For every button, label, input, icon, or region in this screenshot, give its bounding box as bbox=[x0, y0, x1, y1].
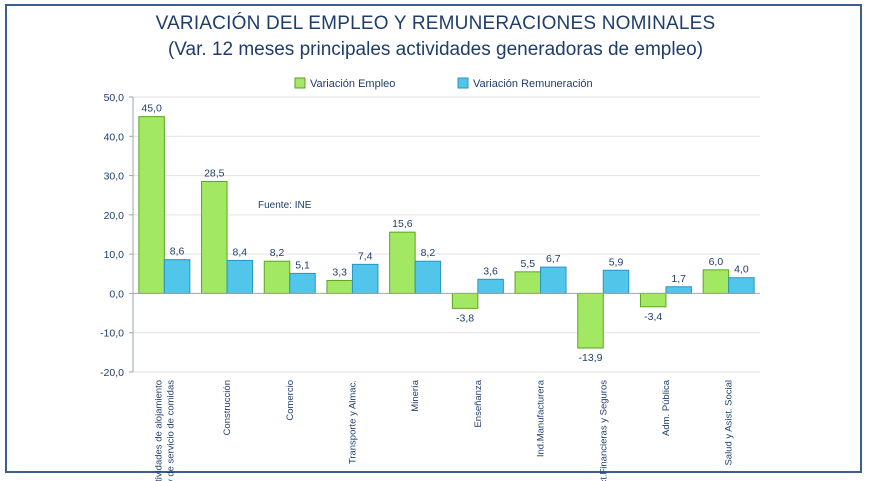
category-label: Act.Financieras y Seguros bbox=[598, 380, 609, 481]
category-label: Salud y Asist. Social bbox=[724, 380, 735, 466]
category-label: Actividades de alojamiento bbox=[153, 380, 164, 481]
data-label: 3,6 bbox=[483, 265, 498, 277]
y-tick-label: 10,0 bbox=[104, 249, 125, 261]
legend-swatch bbox=[457, 77, 469, 89]
data-label: 6,0 bbox=[709, 256, 724, 268]
data-label: 45,0 bbox=[141, 103, 162, 115]
bar bbox=[226, 259, 254, 294]
chart-subtitle: (Var. 12 meses principales actividades g… bbox=[167, 39, 704, 60]
data-label: 6,7 bbox=[546, 253, 561, 265]
y-tick-label: -10,0 bbox=[100, 328, 124, 340]
category-label: Construcción bbox=[222, 380, 233, 435]
category-label: Enseñanza bbox=[473, 379, 484, 427]
legend-swatch bbox=[294, 77, 306, 89]
bar bbox=[263, 260, 291, 294]
data-label: 8,4 bbox=[232, 246, 247, 258]
bar bbox=[414, 260, 442, 294]
category-label: Minería bbox=[410, 379, 421, 411]
bar bbox=[163, 259, 191, 294]
data-label: 4,0 bbox=[734, 264, 749, 276]
data-label: 28,5 bbox=[204, 167, 225, 179]
bar bbox=[514, 271, 542, 294]
data-label: 5,9 bbox=[609, 256, 624, 268]
data-label: 1,7 bbox=[671, 273, 686, 285]
data-label: 5,5 bbox=[520, 258, 535, 270]
legend-label: Variación Remuneración bbox=[473, 78, 593, 90]
data-label: 8,2 bbox=[421, 247, 436, 259]
y-tick-label: 50,0 bbox=[104, 92, 125, 104]
data-label: 15,6 bbox=[392, 218, 413, 230]
legend-label: Variación Empleo bbox=[310, 78, 395, 90]
bar bbox=[665, 286, 692, 294]
data-label: -3,8 bbox=[456, 312, 474, 324]
y-tick-label: 40,0 bbox=[104, 131, 125, 143]
bar bbox=[577, 292, 604, 349]
data-label: 5,1 bbox=[295, 259, 310, 271]
bar bbox=[351, 263, 379, 294]
bar bbox=[138, 116, 165, 294]
data-label: 8,2 bbox=[270, 247, 285, 259]
bar bbox=[389, 231, 416, 294]
data-label: 3,3 bbox=[332, 266, 347, 278]
y-tick-label: 0,0 bbox=[109, 288, 124, 300]
category-label: Transporte y Almac. bbox=[347, 380, 358, 464]
bar bbox=[702, 269, 730, 294]
bar bbox=[540, 266, 567, 294]
category-label: y de servicio de comidas bbox=[165, 380, 176, 481]
data-label: 7,4 bbox=[358, 250, 373, 262]
data-label: 8,6 bbox=[170, 246, 185, 258]
chart-title: VARIACIÓN DEL EMPLEO Y REMUNERACIONES NO… bbox=[155, 13, 716, 34]
bar bbox=[289, 272, 316, 294]
bar bbox=[477, 278, 504, 294]
bar bbox=[728, 277, 755, 294]
bar bbox=[639, 292, 667, 308]
y-tick-label: -20,0 bbox=[100, 367, 124, 379]
bar bbox=[201, 180, 228, 294]
data-label: -13,9 bbox=[579, 352, 603, 364]
source-note: Fuente: INE bbox=[258, 200, 312, 211]
y-tick-label: 20,0 bbox=[104, 210, 125, 222]
bar bbox=[326, 279, 353, 294]
y-tick-label: 30,0 bbox=[104, 171, 125, 183]
category-label: Comercio bbox=[285, 380, 296, 421]
data-label: -3,4 bbox=[644, 311, 662, 323]
category-label: Ind.Manufacturera bbox=[536, 379, 547, 457]
bar bbox=[451, 292, 479, 309]
bar bbox=[602, 269, 630, 294]
category-label: Adm. Pública bbox=[661, 379, 672, 436]
